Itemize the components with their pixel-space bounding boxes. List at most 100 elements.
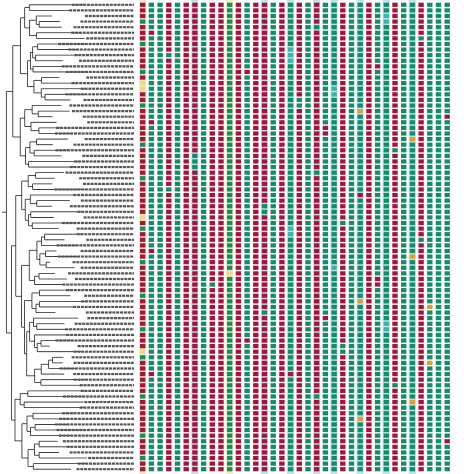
cell xyxy=(148,64,155,69)
cell xyxy=(183,226,189,231)
cell xyxy=(279,47,285,52)
cell xyxy=(200,164,207,170)
cell xyxy=(174,2,181,7)
cell xyxy=(200,282,207,287)
cell xyxy=(244,467,250,472)
cell xyxy=(287,176,294,181)
cell xyxy=(270,282,276,287)
cell xyxy=(261,25,268,30)
cell xyxy=(348,13,355,19)
cell xyxy=(392,41,398,47)
cell xyxy=(235,427,242,433)
cell xyxy=(444,344,450,349)
cell xyxy=(392,92,398,97)
cell xyxy=(331,136,337,142)
cell xyxy=(192,399,198,405)
cell xyxy=(270,36,276,41)
cell xyxy=(174,293,181,298)
cell xyxy=(253,170,259,175)
cell xyxy=(261,92,268,97)
cell xyxy=(192,36,198,41)
cell xyxy=(140,192,146,198)
cell xyxy=(192,142,198,147)
cell xyxy=(192,53,198,58)
cell xyxy=(348,455,355,461)
cell xyxy=(244,293,250,298)
cell xyxy=(444,304,450,310)
cell xyxy=(305,394,311,399)
cell xyxy=(287,271,294,276)
cell xyxy=(261,282,268,287)
cell xyxy=(305,164,311,170)
cell xyxy=(348,148,355,153)
cell xyxy=(331,215,337,220)
cell xyxy=(314,310,320,315)
cell xyxy=(140,388,146,393)
cell xyxy=(157,142,163,147)
cell xyxy=(174,276,181,282)
cell xyxy=(418,265,424,270)
cell xyxy=(357,310,363,315)
cell xyxy=(183,148,189,153)
cell xyxy=(209,220,215,226)
cell xyxy=(374,243,381,248)
cell xyxy=(340,36,346,41)
cell xyxy=(374,310,381,315)
cell xyxy=(279,450,285,455)
cell xyxy=(218,81,224,86)
cell xyxy=(244,366,250,371)
cell xyxy=(174,103,181,108)
cell xyxy=(157,349,163,354)
cell xyxy=(296,25,302,30)
cell xyxy=(357,411,363,416)
cell xyxy=(200,243,207,248)
cell xyxy=(227,461,233,466)
cell xyxy=(348,321,355,326)
cell xyxy=(279,332,285,338)
cell xyxy=(261,366,268,371)
cell xyxy=(366,271,372,276)
cell xyxy=(287,232,294,237)
cell xyxy=(392,388,398,393)
cell xyxy=(174,282,181,287)
cell xyxy=(235,198,242,203)
cell xyxy=(296,30,302,35)
cell xyxy=(374,450,381,455)
cell xyxy=(200,332,207,338)
cell xyxy=(244,86,250,91)
cell xyxy=(357,198,363,203)
cell xyxy=(383,310,389,315)
cell xyxy=(305,187,311,192)
cell xyxy=(200,399,207,405)
column-strip xyxy=(408,0,416,474)
cell xyxy=(444,13,450,19)
cell xyxy=(296,271,302,276)
cell xyxy=(392,316,398,321)
cell xyxy=(261,321,268,326)
cell xyxy=(331,383,337,388)
cell xyxy=(296,215,302,220)
cell xyxy=(296,444,302,449)
cell xyxy=(392,120,398,125)
cell xyxy=(296,394,302,399)
cell xyxy=(340,338,346,343)
cell xyxy=(227,2,233,7)
cell xyxy=(348,366,355,371)
cell xyxy=(392,47,398,52)
cell xyxy=(253,2,259,7)
cell xyxy=(218,97,224,103)
cell xyxy=(314,399,320,405)
cell xyxy=(392,288,398,293)
cell xyxy=(253,271,259,276)
cell xyxy=(401,360,407,365)
cell xyxy=(348,232,355,237)
cell xyxy=(270,265,276,270)
cell xyxy=(348,25,355,30)
cell xyxy=(418,164,424,170)
cell xyxy=(305,8,311,13)
cell xyxy=(287,366,294,371)
cell xyxy=(348,114,355,119)
cell xyxy=(340,142,346,147)
cell xyxy=(261,13,268,19)
cell xyxy=(322,204,329,209)
